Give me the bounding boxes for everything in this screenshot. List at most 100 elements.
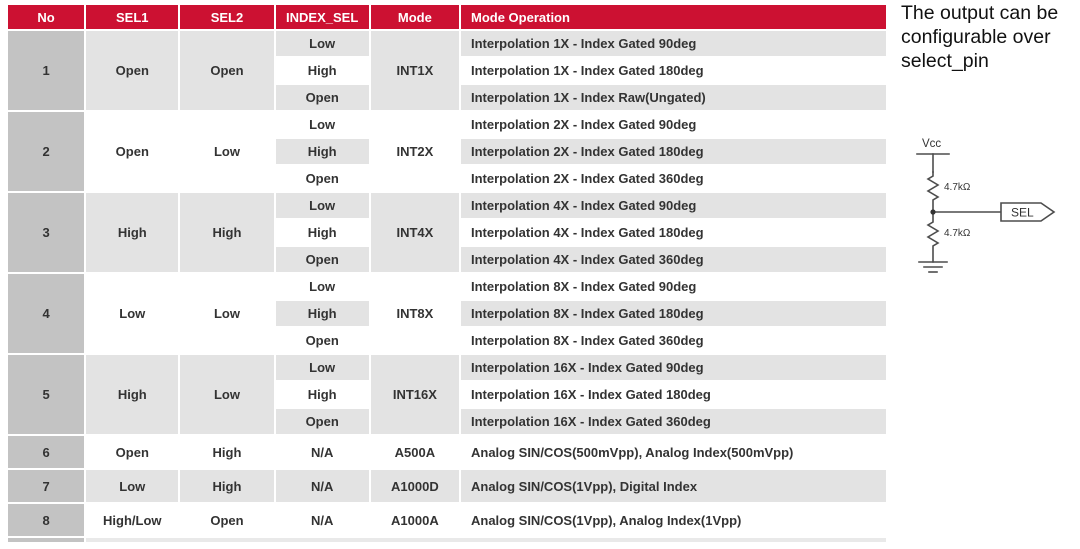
resistor-icon (926, 171, 940, 213)
cell-index-sel: Low (275, 193, 369, 218)
cell-index-sel: Open (275, 85, 369, 110)
table-row: High Interpolation 8X - Index Gated 180de… (8, 301, 886, 326)
cell-index-sel: N/A (275, 470, 369, 502)
cell-no: 2 (8, 112, 85, 191)
cell-sel2: Open (180, 31, 274, 110)
cell-index-sel: High (275, 220, 369, 245)
cell-mode-operation: Interpolation 1X - Index Gated 90deg (460, 31, 886, 56)
cell-index-sel: N/A (275, 504, 369, 536)
cell-sel1: High (86, 355, 179, 434)
cell-mode: A500A (370, 436, 459, 468)
cell-mode-operation: Analog SIN/COS(1Vpp), Digital Index (460, 470, 886, 502)
cell-sel2: Low (180, 355, 274, 434)
table-row: Open Interpolation 1X - Index Raw(Ungated… (8, 85, 886, 110)
sel-label: SEL (1011, 206, 1034, 220)
table-row: 3 High High Low INT4X Interpolation 4X - Inde… (8, 193, 886, 272)
table-row: 2 Open Low Low INT2X Interpolation 2X - Index… (8, 112, 886, 191)
cell-no: 1 (8, 31, 85, 110)
cell-index-sel: Open (275, 166, 369, 191)
sel-pin-tag (1000, 202, 1056, 222)
cell-no: 5 (8, 355, 85, 434)
cell-mode-operation: Analog SIN/COS(1Vpp), Analog Index(1Vpp) (460, 504, 886, 536)
ground-icon (918, 261, 948, 273)
cell-mode-operation: Interpolation 16X - Index Gated 90deg (460, 355, 886, 380)
cell-mode-operation: Interpolation 8X - Index Gated 90deg (460, 274, 886, 299)
side-note: The output can be configurable over sele… (901, 2, 1059, 72)
cell-index-sel: Open (275, 409, 369, 434)
cell-mode-operation: Interpolation 16X - Index Gated 180deg (460, 382, 886, 407)
cell-index-sel: Open (275, 247, 369, 272)
column-header-index-sel: INDEX_SEL (275, 5, 369, 29)
cell-no: 8 (8, 504, 85, 536)
cell-sel1: Low (86, 470, 179, 502)
cell-index-sel: N/A (275, 436, 369, 468)
vcc-label: Vcc (922, 138, 941, 150)
vcc-rail-icon (916, 153, 950, 173)
cell-mode: INT16X (370, 355, 459, 434)
cell-mode-operation: Interpolation 4X - Index Gated 360deg (460, 247, 886, 272)
stripe-no-cell (8, 538, 85, 542)
cell-sel1: High (86, 193, 179, 272)
column-header-sel1: SEL1 (86, 5, 179, 29)
cell-index-sel: Low (275, 274, 369, 299)
table-row: High Interpolation 2X - Index Gated 180de… (8, 139, 886, 164)
cell-mode-operation: Interpolation 1X - Index Gated 180deg (460, 58, 886, 83)
table-row: High Interpolation 16X - Index Gated 180d… (8, 382, 886, 407)
cell-mode-operation: Interpolation 4X - Index Gated 180deg (460, 220, 886, 245)
table-row: 8 High/Low Open N/A A1000A Analog SIN/COS(1Vp… (8, 504, 886, 536)
table-row: Open Interpolation 8X - Index Gated 360de… (8, 328, 886, 353)
cell-sel1: Open (86, 112, 179, 191)
cell-mode-operation: Analog SIN/COS(500mVpp), Analog Index(50… (460, 436, 886, 468)
cell-mode: INT2X (370, 112, 459, 191)
table-row: Open Interpolation 4X - Index Gated 360de… (8, 247, 886, 272)
table-header-row: No SEL1 SEL2 INDEX_SEL Mode Mode Operati… (8, 5, 886, 29)
table-row: 6 Open High N/A A500A Analog SIN/COS(500mVpp)… (8, 436, 886, 468)
cell-mode-operation: Interpolation 16X - Index Gated 360deg (460, 409, 886, 434)
cell-mode-operation: Interpolation 2X - Index Gated 360deg (460, 166, 886, 191)
cell-mode: A1000A (370, 504, 459, 536)
resistor-icon (926, 211, 940, 263)
column-header-mode: Mode (370, 5, 459, 29)
mode-selection-table: No SEL1 SEL2 INDEX_SEL Mode Mode Operati… (6, 3, 888, 544)
cell-sel1: High/Low (86, 504, 179, 536)
cell-index-sel: Low (275, 112, 369, 137)
column-header-mode-operation: Mode Operation (460, 5, 886, 29)
table-row: 4 Low Low Low INT8X Interpolation 8X - Index … (8, 274, 886, 353)
cell-index-sel: High (275, 301, 369, 326)
cell-index-sel: Open (275, 328, 369, 353)
cell-index-sel: High (275, 139, 369, 164)
cell-sel1: Low (86, 274, 179, 353)
cell-mode-operation: Interpolation 4X - Index Gated 90deg (460, 193, 886, 218)
table-row: Open Interpolation 16X - Index Gated 360d… (8, 409, 886, 434)
cell-sel2: Low (180, 112, 274, 191)
cell-mode-operation: Interpolation 1X - Index Raw(Ungated) (460, 85, 886, 110)
cell-index-sel: High (275, 58, 369, 83)
column-header-sel2: SEL2 (180, 5, 274, 29)
cell-mode: INT1X (370, 31, 459, 110)
cell-no: 7 (8, 470, 85, 502)
table-bottom-stripe (8, 538, 886, 542)
table-row: Open Interpolation 2X - Index Gated 360de… (8, 166, 886, 191)
cell-mode-operation: Interpolation 8X - Index Gated 360deg (460, 328, 886, 353)
cell-no: 6 (8, 436, 85, 468)
select-pin-circuit-diagram: Vcc 4.7kΩ 4.7kΩ SEL (916, 138, 1056, 273)
cell-sel2: Low (180, 274, 274, 353)
cell-index-sel: High (275, 382, 369, 407)
cell-index-sel: Low (275, 31, 369, 56)
junction-dot (930, 209, 936, 215)
cell-index-sel: Low (275, 355, 369, 380)
cell-no: 4 (8, 274, 85, 353)
cell-sel2: Open (180, 504, 274, 536)
table-row: 5 High Low Low INT16X Interpolation 16X - Ind… (8, 355, 886, 434)
cell-sel1: Open (86, 31, 179, 110)
resistor1-label: 4.7kΩ (944, 182, 971, 193)
table-row: 1 Open Open Low INT1X Interpolation 1X - Inde… (8, 31, 886, 110)
cell-sel2: High (180, 436, 274, 468)
cell-mode-operation: Interpolation 8X - Index Gated 180deg (460, 301, 886, 326)
stripe-rest-cell (86, 538, 886, 542)
cell-sel2: High (180, 470, 274, 502)
resistor2-label: 4.7kΩ (944, 228, 971, 239)
cell-sel2: High (180, 193, 274, 272)
cell-mode: INT8X (370, 274, 459, 353)
